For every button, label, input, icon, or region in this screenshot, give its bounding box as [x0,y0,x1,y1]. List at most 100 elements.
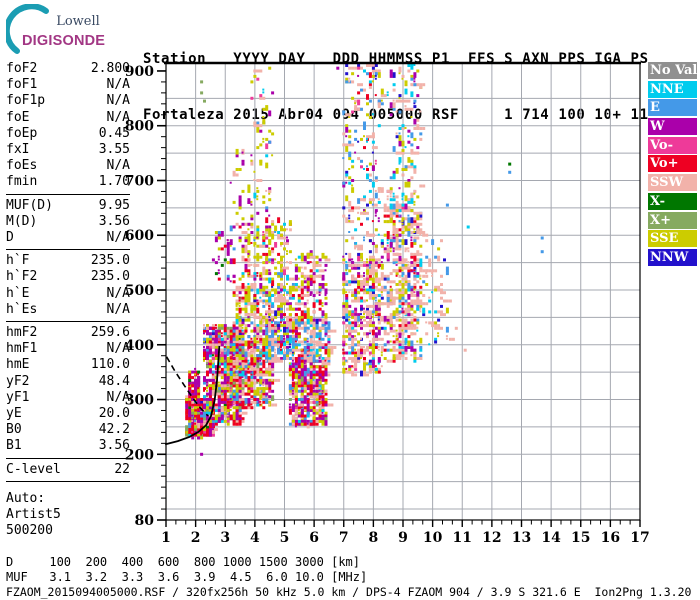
parameter-row: C-level 22 [6,462,130,478]
parameter-value: N/A [106,230,130,246]
muf-scale-line: MUF 3.1 3.2 3.3 3.6 3.9 4.5 6.0 10.0 [MH… [6,569,368,584]
parameter-value: 3.55 [98,142,130,158]
parameter-label: h`F [6,253,30,269]
legend-item-nnw: NNW [648,248,697,266]
x-tick-label: 1 [161,530,171,546]
y-tick-label: 300 [125,393,154,409]
parameter-value: 9.95 [98,197,130,213]
parameter-label: foF1 [6,77,38,93]
modeled-profile-dashed-curve [165,356,209,417]
x-tick-label: 4 [250,530,260,546]
parameter-row: yE 20.0 [6,406,130,422]
echo-class-legend: No Val NNE E W Vo- Vo+ SSW X- X+ SSE NNW [648,62,697,268]
parameter-label: hmF1 [6,341,38,357]
parameter-value: 22 [114,461,130,477]
y-tick-label: 200 [125,447,154,463]
logo-arc-icon [6,4,49,54]
autoscaling-line: 500200 [6,523,53,539]
x-tick-label: 14 [541,530,561,546]
parameter-label: MUF(D) [6,197,53,213]
y-tick-label: 600 [125,228,154,244]
parameter-row: foEs N/A [6,158,130,174]
parameter-row: D N/A [6,230,130,246]
x-tick-label: 15 [571,530,590,546]
y-tick-label: 500 [125,283,154,299]
parameter-value: N/A [106,389,130,405]
legend-item-vo: Vo- [648,136,697,154]
parameter-row: h`E N/A [6,286,130,302]
parameter-value: 235.0 [90,253,130,269]
parameter-label: yF1 [6,389,30,405]
x-tick-label: 10 [423,530,443,546]
x-tick-label: 6 [309,530,319,546]
parameter-label: D [6,230,14,246]
y-tick-label: 80 [135,513,155,529]
parameter-value: 259.6 [90,325,130,341]
parameter-row: M(D) 3.56 [6,214,130,230]
parameter-value: N/A [106,285,130,301]
parameter-row: foF1 N/A [6,77,130,93]
parameter-label: foEs [6,158,38,174]
legend-item-w: W [648,118,697,136]
parameter-group: hmF2 259.6 hmF1 N/A hmE 110.0 yF2 48.4 yF1 N/A yE 2… [6,324,130,459]
legend-item-vo: Vo+ [648,155,697,173]
x-tick-label: 16 [601,530,620,546]
parameter-label: hmE [6,357,30,373]
x-tick-label: 13 [512,530,531,546]
legend-item-ssw: SSW [648,174,697,192]
x-tick-label: 11 [453,530,472,546]
parameter-label: h`Es [6,301,38,317]
parameter-row: fxI 3.55 [6,142,130,158]
autoscaling-line: Auto: [6,490,46,506]
x-tick-label: 12 [482,530,501,546]
x-tick-label: 3 [220,530,230,546]
parameter-value: 48.4 [98,373,130,389]
parameter-label: h`E [6,285,30,301]
parameter-row: h`F 235.0 [6,253,130,269]
x-tick-label: 9 [398,530,408,546]
parameter-row: B0 42.2 [6,422,130,438]
parameter-value: N/A [106,301,130,317]
parameter-label: h`F2 [6,269,38,285]
parameter-label: hmF2 [6,325,38,341]
parameter-row: foEp 0.45 [6,126,130,142]
logo-digisonde-text: DIGISONDE [22,33,105,49]
parameter-group: foF2 2.800 foF1 N/A foF1p N/A foE N/A foEp 0.45 fx… [6,60,130,195]
lowell-digisonde-logo: Lowell DIGISONDE [6,4,105,54]
parameter-group: h`F 235.0 h`F2 235.0 h`E N/A h`Es N/A [6,252,130,323]
logo-lowell-text: Lowell [56,14,100,29]
parameter-label: foF1p [6,93,46,109]
echo-scatter-points [185,64,544,456]
footer-annotations: D 100 200 400 600 800 1000 1500 3000 [km… [6,555,691,600]
x-tick-label: 2 [191,530,201,546]
y-tick-label: 900 [125,64,154,80]
distance-scale-line: D 100 200 400 600 800 1000 1500 3000 [km… [6,555,361,569]
parameter-row: hmE 110.0 [6,357,130,373]
parameter-label: fmin [6,174,38,190]
parameter-label: M(D) [6,213,38,229]
parameter-group: MUF(D) 9.95 M(D) 3.56 D N/A [6,197,130,251]
legend-item-x: X+ [648,211,697,229]
y-tick-label: 700 [125,173,154,189]
autoscaling-line: Artist5 [6,507,61,523]
parameter-label: B0 [6,422,22,438]
parameter-value: 1.70 [98,174,130,190]
x-tick-label: 5 [280,530,290,546]
parameter-label: yF2 [6,373,30,389]
parameter-label: foEp [6,125,38,141]
legend-item-noval: No Val [648,62,697,79]
parameter-value: N/A [106,158,130,174]
parameter-label: C-level [6,461,61,477]
parameter-value: 3.56 [98,213,130,229]
parameter-row: h`Es N/A [6,302,130,318]
axes-ticks-labels: 1 2 3 4 5 6 7 8 9 10 11 12 13 14 15 16 17802003004005006… [125,64,650,546]
parameter-label: foF2 [6,61,38,76]
y-tick-label: 400 [125,338,154,354]
parameter-row: yF2 48.4 [6,374,130,390]
autoscaling-info: Auto: Artist5 500200 [6,491,130,540]
legend-item-e: E [648,99,697,117]
legend-item-nne: NNE [648,80,697,98]
parameter-value: N/A [106,341,130,357]
